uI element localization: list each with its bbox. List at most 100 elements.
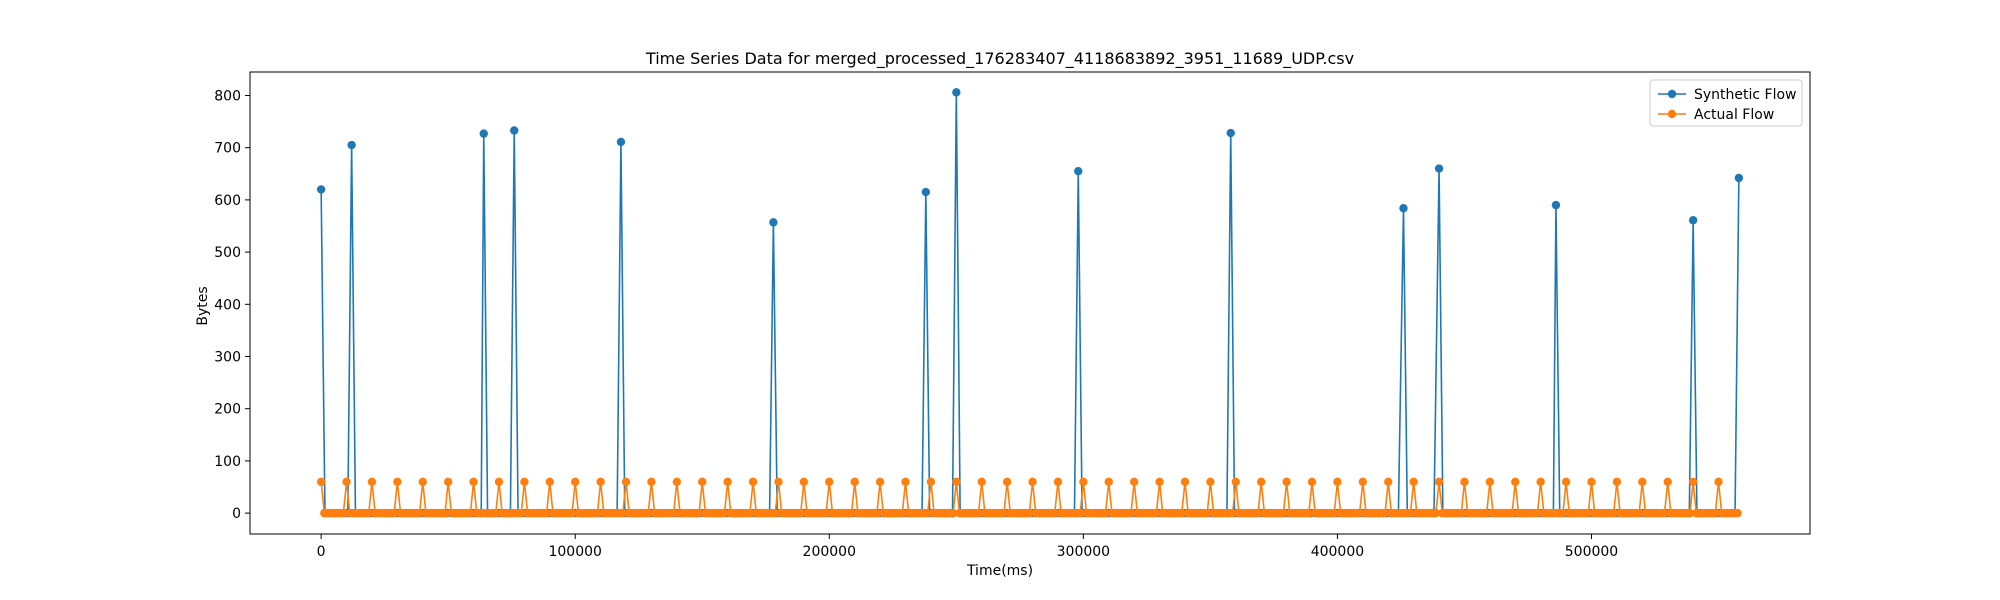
- data-point: [974, 508, 983, 518]
- data-point: [491, 508, 501, 518]
- data-point: [1612, 477, 1622, 486]
- data-point: [1053, 477, 1063, 486]
- data-point: [1457, 508, 1466, 518]
- data-point: [952, 477, 961, 486]
- data-point: [923, 508, 932, 518]
- data-point: [926, 477, 936, 486]
- data-point: [1231, 477, 1241, 486]
- data-point: [1074, 166, 1083, 176]
- data-point: [520, 477, 529, 486]
- data-point: [1228, 508, 1237, 518]
- data-point: [393, 477, 402, 486]
- data-point: [494, 477, 504, 486]
- data-point: [1663, 477, 1672, 486]
- x-axis-label: Time(ms): [966, 563, 1033, 579]
- data-point: [977, 477, 986, 486]
- data-point: [1206, 477, 1215, 486]
- data-point: [774, 477, 783, 486]
- data-point: [1025, 508, 1034, 518]
- data-point: [952, 88, 961, 97]
- data-point: [999, 508, 1009, 518]
- data-point: [364, 508, 373, 518]
- data-point: [1584, 508, 1593, 518]
- data-point: [1609, 508, 1618, 518]
- data-point: [1434, 477, 1444, 486]
- legend-swatch-marker: [1667, 89, 1677, 99]
- series-line: [320, 481, 1738, 514]
- data-point: [1079, 477, 1088, 486]
- data-point: [1511, 477, 1520, 486]
- data-point: [1050, 508, 1059, 518]
- data-point: [517, 508, 526, 518]
- legend-label: Synthetic Flow: [1694, 87, 1797, 103]
- data-point: [1358, 477, 1368, 486]
- data-point: [1180, 477, 1190, 486]
- data-point: [545, 477, 554, 486]
- data-point: [1304, 508, 1314, 518]
- data-point: [316, 185, 326, 194]
- data-point: [1688, 477, 1698, 486]
- y-tick-label: 100: [214, 454, 241, 470]
- y-tick-label: 500: [214, 245, 241, 261]
- series-line: [320, 92, 1740, 514]
- data-point: [921, 187, 931, 197]
- data-point: [825, 477, 834, 486]
- data-point: [796, 508, 805, 518]
- data-point: [1634, 508, 1644, 518]
- legend-item: Actual Flow: [1658, 107, 1774, 123]
- data-point: [1384, 477, 1393, 486]
- data-point: [847, 508, 856, 518]
- y-axis-label: Bytes: [195, 286, 211, 325]
- data-point: [872, 508, 882, 518]
- data-point: [418, 477, 427, 486]
- data-point: [898, 508, 907, 518]
- data-point: [745, 508, 755, 518]
- data-point: [1307, 477, 1317, 486]
- data-point: [466, 508, 475, 518]
- y-tick-label: 600: [214, 193, 241, 209]
- data-point: [347, 140, 356, 150]
- series-synthetic-flow: [316, 88, 1744, 518]
- x-tick-label: 200000: [803, 544, 856, 560]
- data-point: [1551, 200, 1561, 210]
- data-point: [1688, 216, 1698, 225]
- data-point: [1330, 508, 1339, 518]
- data-point: [720, 508, 729, 518]
- data-point: [1152, 508, 1161, 518]
- data-point: [316, 477, 326, 486]
- data-point: [479, 129, 488, 138]
- data-point: [1126, 508, 1136, 518]
- data-point: [1002, 477, 1012, 486]
- data-point: [748, 477, 758, 486]
- data-point: [1431, 508, 1441, 518]
- data-point: [1734, 173, 1744, 183]
- data-point: [771, 508, 780, 518]
- data-point: [1075, 508, 1085, 518]
- y-tick-label: 400: [214, 297, 241, 313]
- data-point: [1380, 508, 1390, 518]
- y-tick-label: 800: [214, 88, 241, 104]
- series-layer: [316, 88, 1744, 518]
- x-tick-label: 0: [317, 544, 326, 560]
- data-point: [1104, 477, 1113, 486]
- data-point: [1587, 477, 1596, 486]
- data-point: [1685, 508, 1695, 518]
- data-point: [669, 508, 678, 518]
- data-point: [1660, 508, 1669, 518]
- data-point: [644, 508, 653, 518]
- data-point: [1177, 508, 1187, 518]
- data-point: [440, 508, 450, 518]
- data-point: [621, 477, 631, 486]
- legend-box: [1649, 79, 1803, 127]
- x-tick-label: 300000: [1057, 544, 1110, 560]
- data-point: [1733, 508, 1742, 518]
- data-point: [1399, 204, 1408, 213]
- data-point: [821, 508, 831, 518]
- data-point: [415, 508, 424, 518]
- data-point: [342, 477, 351, 486]
- data-point: [1333, 477, 1342, 486]
- data-point: [616, 137, 626, 147]
- y-tick-label: 0: [232, 506, 241, 522]
- data-point: [367, 477, 377, 486]
